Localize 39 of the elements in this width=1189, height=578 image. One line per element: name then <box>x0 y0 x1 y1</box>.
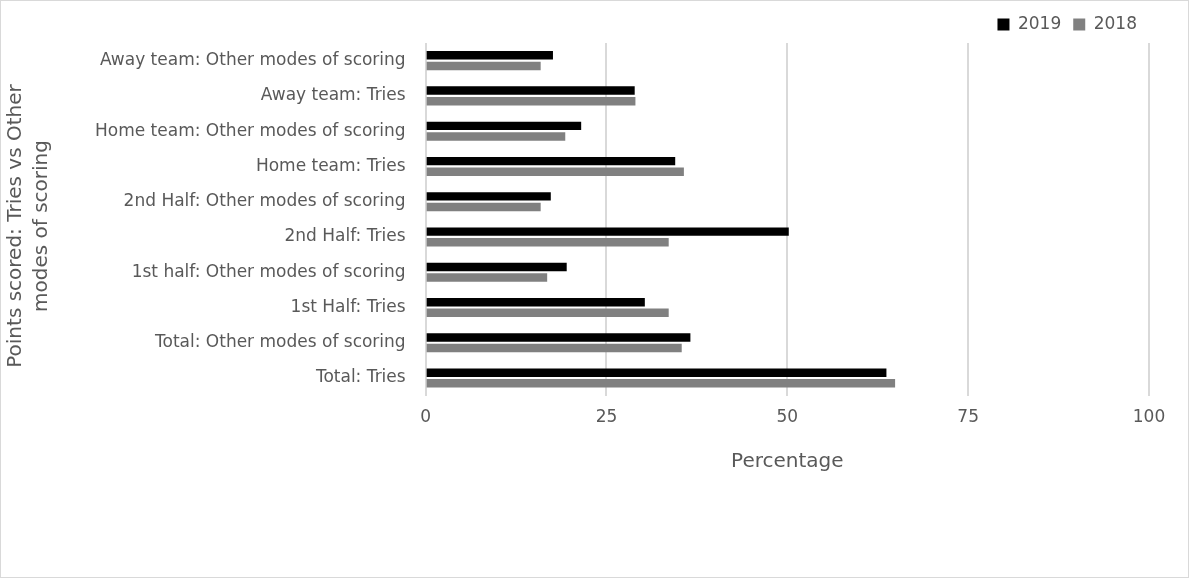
bar <box>426 333 691 342</box>
x-tick-label: 100 <box>1132 406 1166 427</box>
y-tick-label: Home team: Tries <box>255 154 406 175</box>
bar <box>426 51 553 60</box>
bar <box>426 262 567 272</box>
x-tick-label: 25 <box>595 406 618 427</box>
bar <box>426 61 541 71</box>
y-axis-title: Points scored: Tries vs Other modes of scoring <box>1 83 53 370</box>
y-tick-label: Total: Other modes of scoring <box>154 331 406 352</box>
y-tick-label: 1st Half: Tries <box>290 295 406 316</box>
bar <box>426 156 676 166</box>
bar <box>426 132 566 141</box>
bar <box>426 121 582 131</box>
bar <box>426 237 669 247</box>
x-axis-title: Percentage <box>731 448 844 473</box>
y-tick-label: 1st half: Other modes of scoring <box>131 260 406 281</box>
bar <box>426 96 636 106</box>
x-tick-label: 0 <box>420 406 432 427</box>
x-tick-label: 50 <box>776 406 799 427</box>
y-tick-label: Away team: Other modes of scoring <box>99 49 406 70</box>
y-tick-label: 2nd Half: Other modes of scoring <box>123 190 406 211</box>
bar <box>426 167 684 176</box>
legend-label: 2019 <box>1017 12 1062 33</box>
bar <box>426 202 541 212</box>
y-tick-label: Total: Tries <box>314 366 406 387</box>
x-tick-label: 75 <box>957 406 979 427</box>
bar <box>426 343 682 353</box>
bar <box>426 297 645 307</box>
bar <box>426 368 887 377</box>
bar <box>426 379 896 388</box>
bar <box>426 227 789 236</box>
bar <box>426 86 635 95</box>
legend-label: 2018 <box>1093 12 1137 33</box>
y-tick-label: Away team: Tries <box>260 84 406 105</box>
y-tick-label: Home team: Other modes of scoring <box>94 119 406 140</box>
bar <box>426 273 548 282</box>
bar <box>426 192 551 201</box>
y-tick-label: 2nd Half: Tries <box>284 225 406 246</box>
bar <box>426 308 669 317</box>
